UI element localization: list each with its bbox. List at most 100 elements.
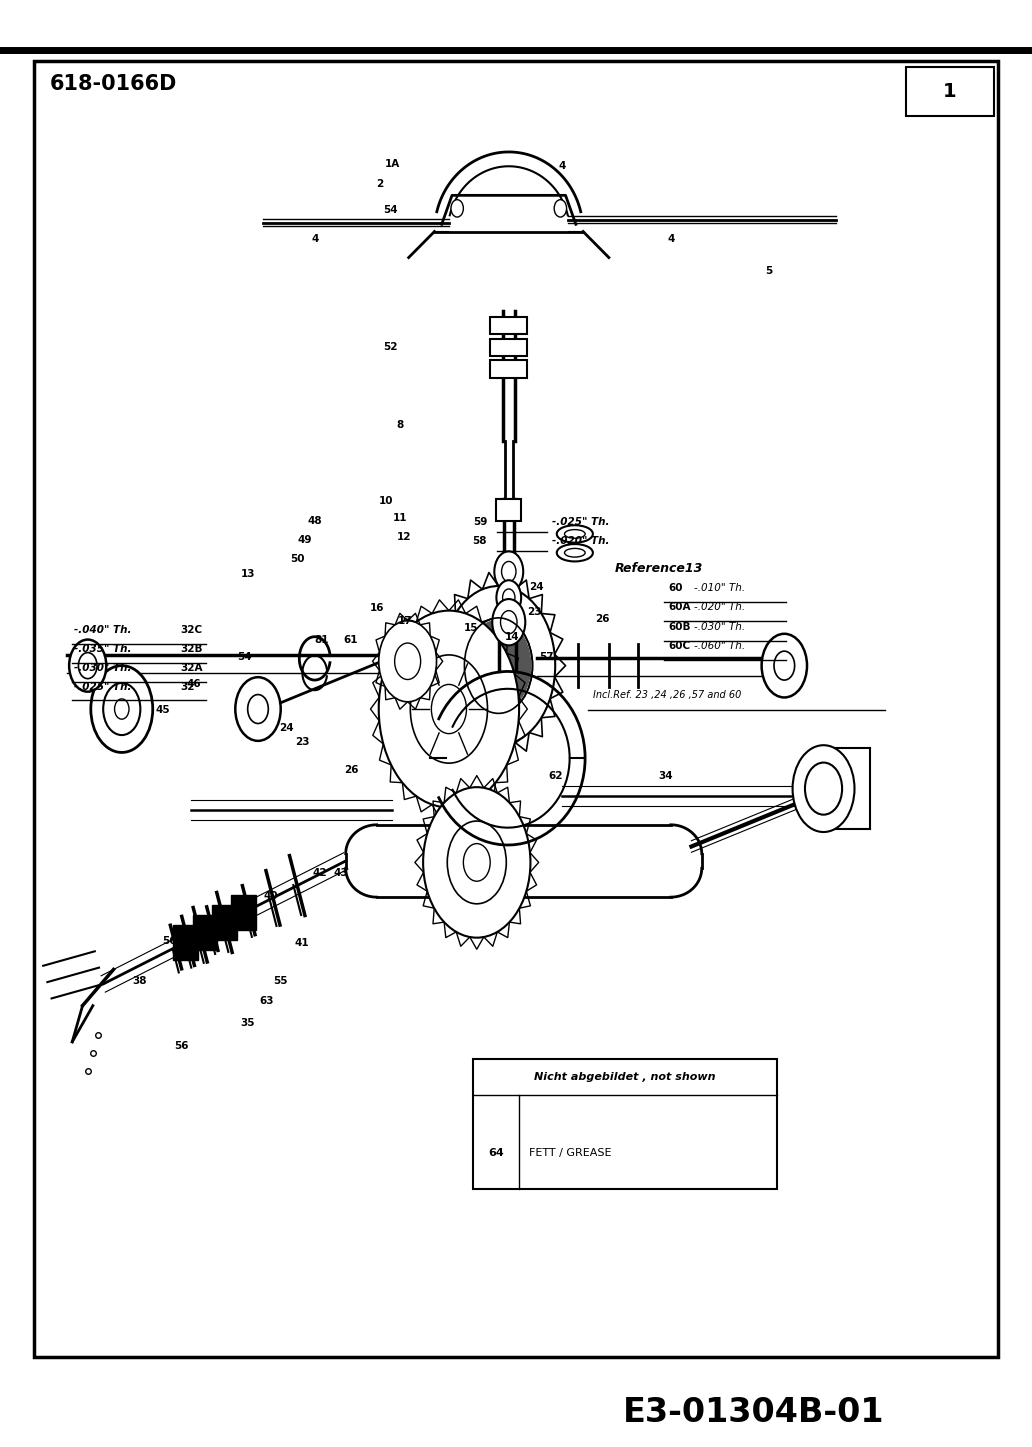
Text: Reference13: Reference13: [615, 563, 704, 574]
Circle shape: [793, 745, 854, 832]
Text: Nicht abgebildet , not shown: Nicht abgebildet , not shown: [535, 1072, 715, 1081]
Bar: [193, 915, 218, 949]
Text: 62: 62: [548, 771, 562, 780]
Text: 52: 52: [383, 343, 397, 352]
Text: 39: 39: [222, 910, 236, 919]
Text: 48: 48: [308, 517, 322, 525]
Text: 34: 34: [658, 771, 673, 780]
Text: 14: 14: [505, 632, 519, 641]
Text: 43: 43: [333, 868, 348, 877]
Text: 15: 15: [463, 624, 478, 632]
Text: FETT / GREASE: FETT / GREASE: [529, 1147, 612, 1158]
Bar: [34, 61, 998, 1357]
Circle shape: [554, 200, 567, 217]
Text: 35: 35: [240, 1019, 255, 1027]
Circle shape: [235, 677, 281, 741]
Text: E3-01304B-01: E3-01304B-01: [622, 1396, 884, 1428]
Bar: [906, 67, 994, 116]
Text: 5: 5: [765, 266, 773, 275]
Text: 60: 60: [669, 583, 683, 593]
Circle shape: [451, 200, 463, 217]
Polygon shape: [465, 619, 531, 712]
Ellipse shape: [557, 544, 592, 561]
Circle shape: [91, 666, 153, 752]
Text: 81: 81: [315, 635, 329, 644]
Bar: [231, 896, 256, 930]
Text: 42: 42: [313, 868, 327, 877]
Text: 16: 16: [369, 603, 384, 612]
Text: 40: 40: [263, 891, 278, 900]
Text: 10: 10: [379, 496, 393, 505]
Text: 24: 24: [529, 583, 544, 592]
Text: 12: 12: [397, 532, 412, 541]
Text: Incl.Ref. 23 ,24 ,26 ,57 and 60: Incl.Ref. 23 ,24 ,26 ,57 and 60: [593, 690, 742, 700]
Bar: [490, 339, 527, 356]
Text: 45: 45: [156, 706, 170, 715]
Text: 4: 4: [311, 234, 319, 243]
Text: -.020" Th.: -.020" Th.: [552, 535, 610, 546]
Text: 63: 63: [259, 997, 273, 1006]
Text: 17: 17: [398, 616, 413, 625]
Text: 23: 23: [295, 738, 310, 747]
Text: 8: 8: [396, 421, 405, 430]
Circle shape: [494, 551, 523, 592]
Text: 54: 54: [237, 653, 252, 661]
Circle shape: [423, 787, 530, 938]
Text: -.040" Th.: -.040" Th.: [74, 625, 132, 635]
Text: 60A: 60A: [669, 602, 691, 612]
Text: 2: 2: [376, 179, 384, 188]
Text: -.025" Th.: -.025" Th.: [74, 682, 132, 692]
Text: 46: 46: [187, 680, 201, 689]
Text: 4: 4: [558, 162, 567, 171]
Text: -.030" Th.: -.030" Th.: [694, 622, 745, 632]
Text: 49: 49: [297, 535, 312, 544]
Circle shape: [496, 580, 521, 615]
Text: 13: 13: [240, 570, 255, 579]
Text: 41: 41: [294, 939, 309, 948]
Circle shape: [379, 611, 519, 807]
Text: 38: 38: [132, 977, 147, 985]
Text: 1: 1: [943, 81, 957, 101]
Circle shape: [379, 621, 437, 702]
Bar: [490, 317, 527, 334]
Text: 26: 26: [344, 765, 358, 774]
Text: 11: 11: [393, 514, 408, 522]
Circle shape: [69, 640, 106, 692]
Text: 58: 58: [473, 535, 487, 546]
Circle shape: [492, 599, 525, 645]
Text: 4: 4: [667, 234, 675, 243]
Text: -.020" Th.: -.020" Th.: [694, 602, 745, 612]
Text: -.025" Th.: -.025" Th.: [552, 517, 610, 527]
Bar: [490, 360, 527, 378]
Circle shape: [805, 763, 842, 815]
Bar: [173, 925, 198, 959]
Text: 61: 61: [344, 635, 358, 644]
Text: -.010" Th.: -.010" Th.: [694, 583, 745, 593]
Text: 64: 64: [488, 1147, 504, 1158]
Text: 23: 23: [527, 608, 542, 616]
Text: 59: 59: [473, 517, 487, 527]
Text: 24: 24: [280, 724, 294, 732]
Text: 32A: 32A: [181, 663, 203, 673]
Text: -.030" Th.: -.030" Th.: [74, 663, 132, 673]
Text: 26: 26: [595, 615, 610, 624]
Text: 32C: 32C: [181, 625, 202, 635]
Text: 1A: 1A: [385, 159, 399, 168]
Text: 56: 56: [162, 936, 176, 945]
Text: 618-0166D: 618-0166D: [50, 74, 176, 94]
Text: 50: 50: [290, 554, 304, 563]
Circle shape: [762, 634, 807, 697]
Bar: [473, 1059, 777, 1189]
Text: 54: 54: [383, 205, 397, 214]
Text: 60B: 60B: [669, 622, 691, 632]
Text: 55: 55: [273, 977, 288, 985]
Text: 57: 57: [540, 653, 554, 661]
Text: 60C: 60C: [669, 641, 690, 651]
Text: -.060" Th.: -.060" Th.: [694, 641, 745, 651]
Text: 32B: 32B: [181, 644, 203, 654]
Text: -.035" Th.: -.035" Th.: [74, 644, 132, 654]
Text: 56: 56: [174, 1042, 189, 1051]
Ellipse shape: [557, 525, 592, 543]
Bar: [213, 906, 237, 941]
Bar: [496, 499, 521, 521]
